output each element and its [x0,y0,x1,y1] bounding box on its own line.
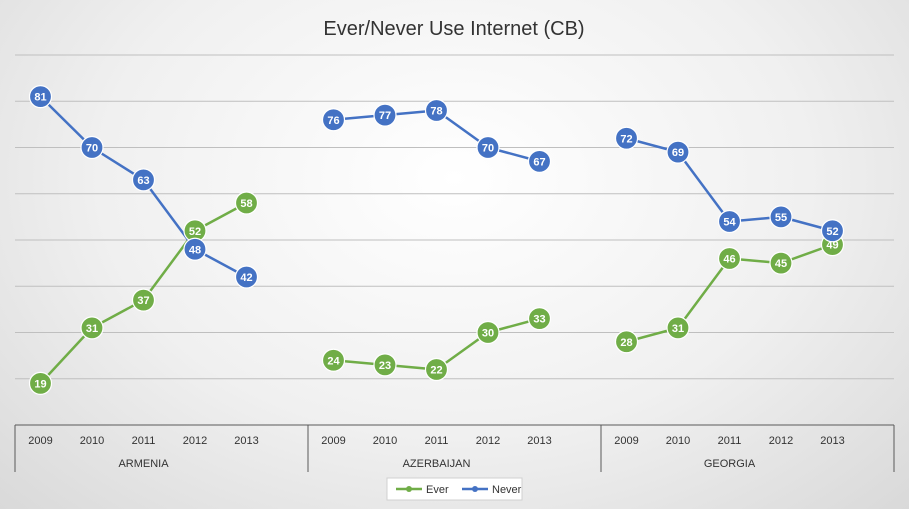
data-label: 70 [86,143,98,155]
data-point-ever [28,371,53,395]
legend: Ever Never [386,477,523,501]
data-point-never [183,237,207,261]
tick-label: 2010 [373,435,397,447]
data-label: 63 [137,175,149,187]
data-point-ever [424,357,449,382]
legend-label: Ever [426,484,449,496]
tick-label: 2013 [820,435,844,447]
data-point-never [321,108,346,132]
tick-label: 2012 [476,435,500,447]
chart-title: Ever/Never Use Internet (CB) [323,18,584,40]
data-point-never [28,85,53,109]
legend-marker-never [472,486,478,492]
data-label: 67 [533,156,545,168]
data-point-ever [666,316,690,340]
tick-label: 2012 [183,435,207,447]
data-point-never [476,135,500,160]
data-point-ever [614,330,639,354]
data-point-never [666,140,690,164]
data-label: 58 [240,198,252,210]
series-points: 19 31 37 52 58 24 23 22 30 33 28 31 46 45 49 81 70 63 48 42… [28,85,845,395]
data-label: 37 [137,295,149,307]
data-label: 72 [620,133,632,145]
legend-box [386,477,523,501]
tick-label: 2009 [321,435,345,447]
data-point-ever [717,246,742,271]
data-label: 31 [672,323,684,335]
category-axis: 2009 2010 2011 2012 2013 ARMENIA 2009 2010 2011 2… [14,424,895,472]
data-point-ever [373,353,397,377]
data-point-never [527,149,552,173]
data-label: 70 [482,143,494,155]
data-point-never [234,265,259,289]
data-label: 52 [826,226,838,238]
group-label: GEORGIA [704,458,756,470]
tick-label: 2012 [769,435,793,447]
data-label: 46 [723,254,735,266]
data-point-ever [527,307,552,331]
data-label: 24 [327,355,340,367]
data-point-never [80,135,104,160]
data-point-never [424,98,449,123]
group-label: ARMENIA [118,458,169,470]
data-label: 33 [533,314,545,326]
data-point-never [717,209,742,234]
data-label: 69 [672,147,684,159]
data-label: 19 [34,378,46,390]
data-point-never [769,205,793,229]
tick-label: 2009 [28,435,52,447]
data-point-ever [234,191,259,215]
data-point-ever [131,288,156,312]
data-label: 42 [240,272,252,284]
data-point-never [820,219,845,243]
gridlines [15,54,894,380]
data-label: 81 [34,92,46,104]
data-label: 23 [379,360,391,372]
group-label: AZERBAIJAN [403,458,471,470]
tick-label: 2010 [80,435,104,447]
tick-label: 2009 [614,435,638,447]
data-point-ever [80,316,104,340]
data-label: 52 [189,226,201,238]
data-label: 55 [775,212,787,224]
data-point-ever [476,320,500,345]
data-label: 54 [723,217,736,229]
data-label: 77 [379,110,391,122]
data-label: 45 [775,258,787,270]
data-label: 78 [430,106,442,118]
data-point-never [614,126,639,150]
legend-label: Never [492,484,522,496]
data-point-ever [769,251,793,275]
data-point-ever [321,348,346,372]
tick-label: 2011 [132,435,156,447]
data-label: 28 [620,337,632,349]
data-label: 76 [327,115,339,127]
data-label: 30 [482,328,494,340]
tick-label: 2013 [234,435,258,447]
tick-label: 2011 [425,435,449,447]
data-label: 31 [86,323,98,335]
data-point-never [373,103,397,127]
tick-label: 2013 [527,435,551,447]
legend-marker-ever [406,486,412,492]
data-label: 48 [189,244,201,256]
tick-label: 2011 [718,435,742,447]
data-label: 49 [826,240,838,252]
data-point-never [131,168,156,192]
tick-label: 2010 [666,435,690,447]
data-label: 22 [430,365,442,377]
